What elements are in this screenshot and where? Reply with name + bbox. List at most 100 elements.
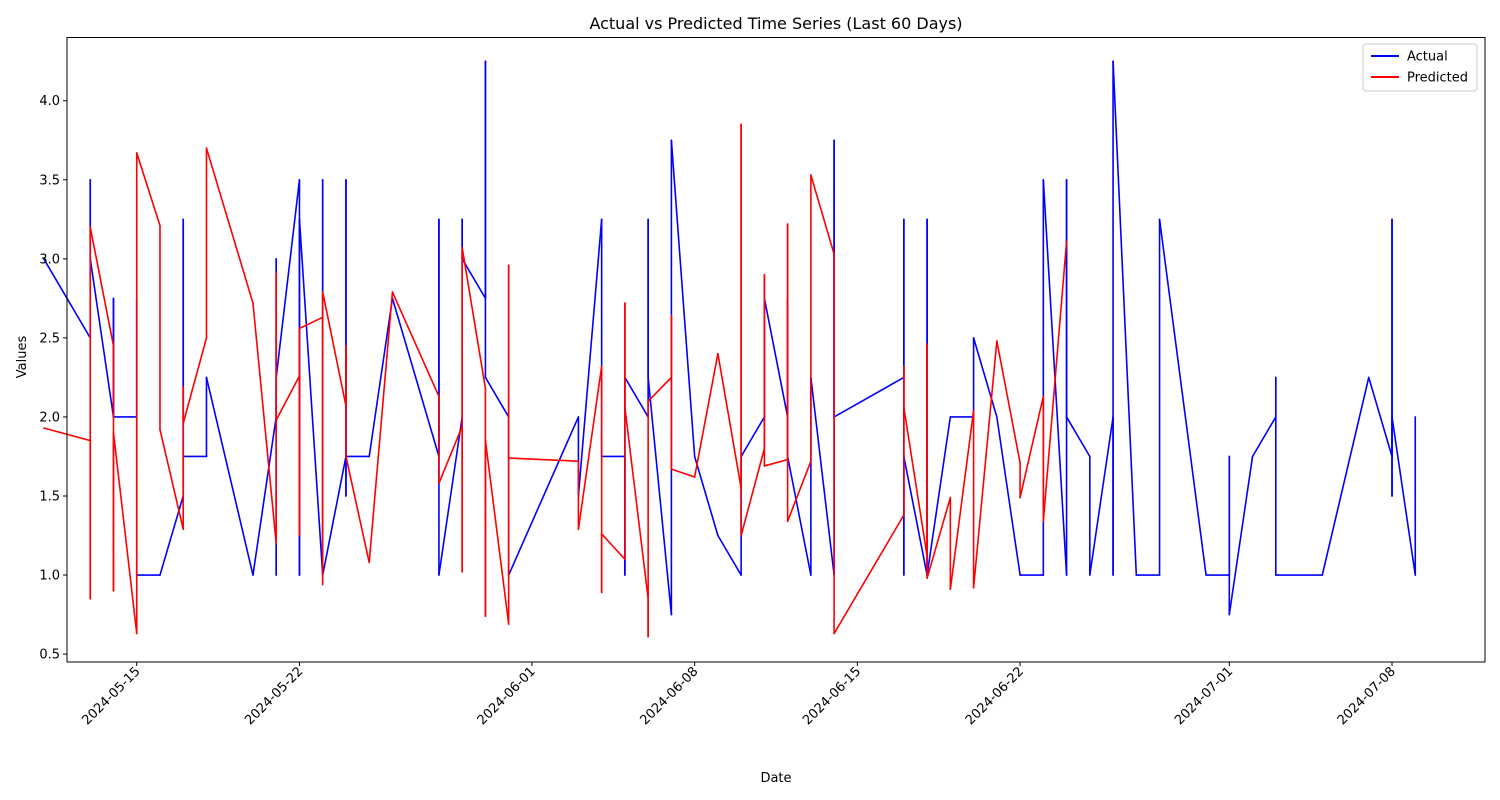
- series-actual-segment: [972, 337, 998, 418]
- series-predicted-segment: [647, 376, 673, 402]
- series-actual-segment: [484, 376, 510, 418]
- legend-label-predicted: Predicted: [1407, 71, 1468, 86]
- series-actual-segment: [438, 416, 463, 576]
- series-predicted-segment: [1019, 395, 1045, 499]
- series-actual-segment: [996, 416, 1021, 576]
- x-tick-label: 2024-06-22: [963, 664, 1027, 728]
- series-actual-segment: [1089, 416, 1114, 576]
- series-predicted-segment: [438, 425, 463, 485]
- series-predicted-segment: [740, 447, 766, 537]
- series-predicted-segment: [810, 174, 835, 255]
- series-actual-segment: [275, 178, 301, 379]
- y-tick-label: 0.5: [39, 648, 60, 663]
- series-predicted: [42, 123, 1068, 638]
- series-actual-segment: [926, 416, 952, 576]
- series-predicted-segment: [182, 337, 208, 425]
- series-actual-segment: [670, 139, 696, 458]
- series-actual-segment: [321, 455, 347, 576]
- x-tick-label: 2024-07-08: [1335, 664, 1399, 728]
- series-predicted-segment: [368, 291, 394, 564]
- series-predicted-segment: [926, 496, 952, 580]
- x-tick-label: 2024-06-01: [475, 664, 539, 728]
- series-predicted-segment: [345, 455, 371, 564]
- series-actual-segment: [577, 218, 603, 497]
- series-predicted-segment: [949, 409, 975, 591]
- series-actual-segment: [833, 376, 905, 418]
- series-actual-segment: [693, 455, 719, 537]
- y-tick-label: 1.0: [39, 569, 60, 584]
- series-predicted-segment: [159, 428, 185, 530]
- series-predicted-segment: [1042, 240, 1068, 523]
- series-actual-segment: [1321, 376, 1370, 576]
- series-predicted-segment: [786, 460, 812, 523]
- series-actual-segment: [810, 376, 835, 576]
- series-predicted-segment: [461, 246, 487, 390]
- series-actual-segment: [1065, 416, 1091, 458]
- series-actual-segment: [507, 416, 580, 576]
- series-predicted-segment: [391, 291, 440, 398]
- series-predicted-segment: [624, 406, 649, 600]
- y-axis-ticks: 0.5 1.0 1.5 2.0 2.5 3.0 3.5 4.0: [39, 94, 67, 663]
- series-predicted-segment: [275, 375, 301, 421]
- series-actual-segment: [717, 534, 742, 576]
- x-axis-title: Date: [760, 771, 791, 786]
- series-actual: [42, 60, 1417, 616]
- series-actual-segment: [368, 297, 394, 458]
- series-predicted-segment: [321, 291, 347, 407]
- series-actual-segment: [461, 258, 487, 300]
- series-predicted-segment: [670, 468, 696, 478]
- series-predicted-segment: [507, 457, 580, 463]
- y-axis-title: Values: [15, 336, 30, 379]
- series-layer: [42, 60, 1417, 638]
- x-tick-label: 2024-06-08: [637, 664, 701, 728]
- y-tick-label: 2.0: [39, 410, 60, 425]
- series-actual-segment: [1228, 455, 1254, 616]
- series-predicted-segment: [484, 439, 510, 625]
- series-actual-segment: [1112, 60, 1138, 576]
- series-predicted-segment: [996, 340, 1021, 464]
- x-tick-label: 2024-05-22: [242, 664, 306, 728]
- x-tick-label: 2024-05-15: [80, 664, 144, 728]
- series-predicted-segment: [252, 302, 278, 545]
- series-actual-segment: [763, 297, 789, 418]
- series-actual-segment: [1391, 416, 1417, 576]
- series-actual-segment: [647, 376, 673, 616]
- series-predicted-segment: [89, 226, 115, 347]
- legend-label-actual: Actual: [1407, 50, 1448, 65]
- series-actual-segment: [252, 416, 278, 576]
- x-tick-label: 2024-06-15: [800, 664, 864, 728]
- series-predicted-segment: [717, 352, 742, 489]
- x-axis-ticks: 2024-05-15 2024-05-22 2024-06-01 2024-06-08…: [80, 662, 1399, 728]
- series-actual-segment: [89, 258, 115, 418]
- series-predicted-segment: [903, 406, 928, 557]
- series-actual-segment: [1251, 416, 1277, 458]
- series-predicted-segment: [298, 316, 324, 330]
- y-tick-label: 3.0: [39, 252, 60, 267]
- y-tick-label: 3.5: [39, 173, 60, 188]
- series-predicted-segment: [763, 458, 789, 467]
- series-actual-segment: [903, 455, 928, 576]
- y-tick-label: 2.5: [39, 331, 60, 346]
- series-actual-segment: [205, 376, 254, 576]
- series-actual-segment: [1367, 376, 1393, 458]
- plot-frame: [66, 37, 1486, 663]
- y-tick-label: 4.0: [39, 94, 60, 109]
- series-predicted-segment: [112, 431, 138, 635]
- series-predicted-segment: [693, 352, 719, 478]
- chart-title: Actual vs Predicted Time Series (Last 60…: [589, 14, 962, 33]
- series-predicted-segment: [972, 340, 998, 589]
- series-actual-segment: [624, 376, 649, 418]
- x-tick-label: 2024-07-01: [1172, 664, 1236, 728]
- series-predicted-segment: [205, 147, 254, 304]
- series-actual-segment: [159, 495, 185, 576]
- series-predicted-segment: [577, 365, 603, 530]
- series-actual-segment: [298, 218, 324, 576]
- series-predicted-segment: [600, 533, 626, 561]
- y-tick-label: 1.5: [39, 489, 60, 504]
- series-predicted-segment: [833, 514, 905, 635]
- legend: Actual Predicted: [1362, 43, 1478, 92]
- series-actual-segment: [391, 297, 440, 458]
- series-actual-segment: [1158, 218, 1207, 576]
